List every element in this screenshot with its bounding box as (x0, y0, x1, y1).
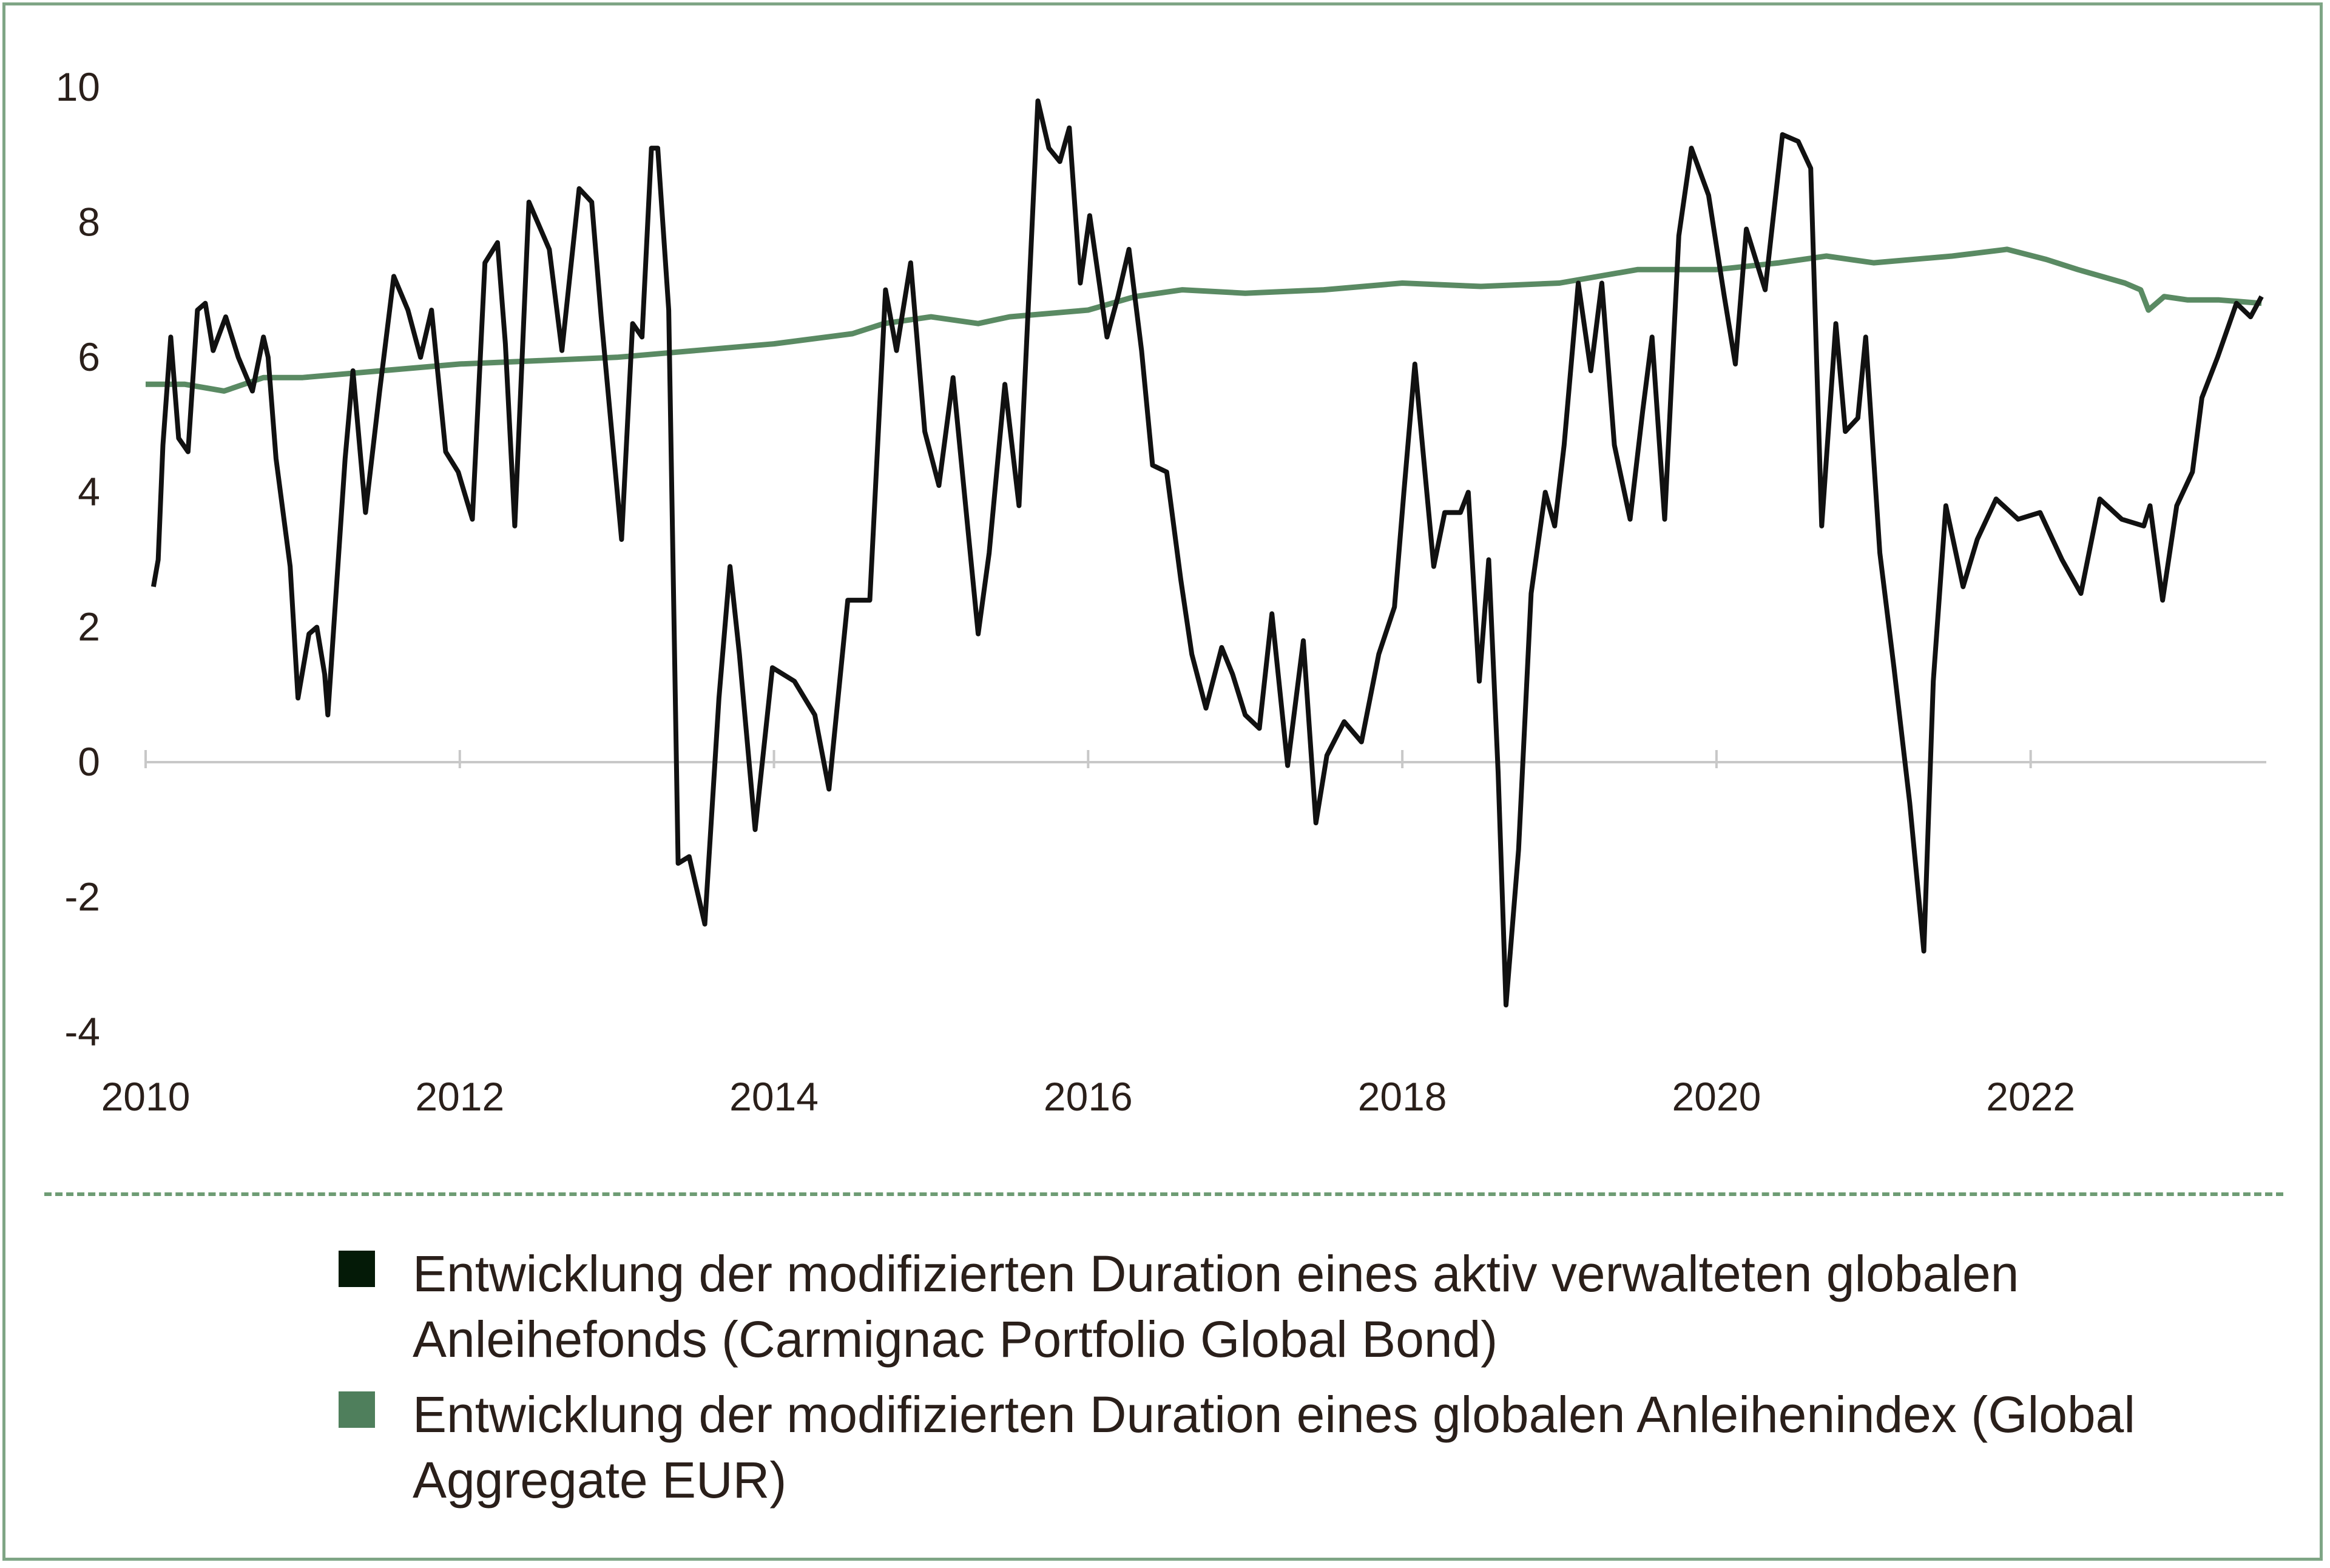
legend-label-index: Entwicklung der modifizierten Duration e… (413, 1386, 2136, 1509)
x-tick-label: 2010 (101, 1074, 191, 1119)
series-line-index (146, 246, 2262, 394)
legend-swatch-index (339, 1391, 375, 1428)
legend-item-fund: Entwicklung der modifizierten Duration e… (339, 1241, 2268, 1372)
x-tick-label: 2020 (1672, 1074, 1761, 1119)
x-tick-label: 2022 (1986, 1074, 2075, 1119)
x-tick-label: 2014 (729, 1074, 819, 1119)
line-chart: 2010 2012 2014 2016 2018 2020 2022 10 8 6 4 2 0 -2 -4 (56, 64, 2266, 1119)
legend-swatch-fund (339, 1251, 375, 1287)
x-tick-label: 2016 (1044, 1074, 1133, 1119)
x-tick-label: 2018 (1358, 1074, 1447, 1119)
y-tick-label: -2 (64, 874, 100, 919)
y-tick-label: 8 (78, 199, 100, 244)
legend-separator (44, 1192, 2283, 1196)
y-tick-label: 4 (78, 469, 100, 514)
legend-label-fund: Entwicklung der modifizierten Duration e… (413, 1245, 2019, 1368)
y-tick-label: 0 (78, 739, 100, 784)
y-tick-label: -4 (64, 1009, 100, 1054)
series-line-fund (150, 98, 2264, 1008)
x-tick-label: 2012 (415, 1074, 504, 1119)
y-tick-label: 10 (56, 64, 100, 109)
legend-item-index: Entwicklung der modifizierten Duration e… (339, 1382, 2268, 1513)
y-tick-label: 2 (78, 604, 100, 649)
y-tick-label: 6 (78, 334, 100, 379)
